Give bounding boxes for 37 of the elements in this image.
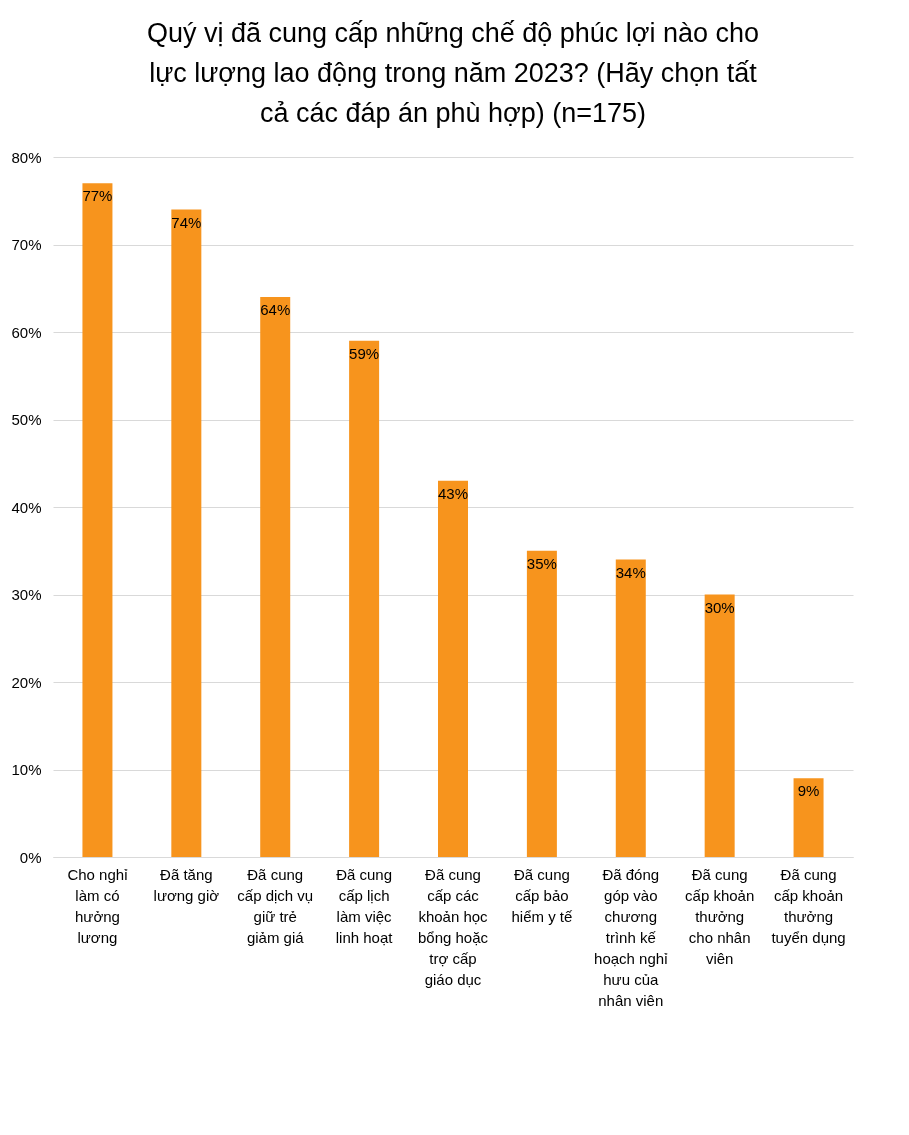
y-tick-label: 30%: [11, 586, 42, 603]
chart-title: Quý vị đã cung cấp những chế độ phúc lợi nào cho lực lượng lao động trong năm 2023? (Hãy chọn tất cả các đáp án phù hợp) (n=175): [146, 18, 760, 128]
data-label: 64%: [260, 301, 291, 318]
bar: [438, 480, 468, 857]
bar: [82, 183, 113, 857]
x-tick-label: Đã tăng lương giờ: [153, 865, 220, 904]
data-label: 34%: [615, 563, 646, 581]
x-tick-label: Đã cung cấp lịch làm việc linh hoạt: [335, 865, 394, 946]
data-label: 30%: [704, 598, 735, 616]
bar: [526, 550, 557, 857]
x-tick-label: Đã đóng góp vào chương trình kế hoạch nghỉ hưu của nhân viên: [594, 865, 669, 1009]
bar: [349, 340, 380, 857]
x-tick-label: Cho nghỉ làm có hưởng lương: [67, 865, 129, 946]
y-tick-label: 60%: [11, 323, 42, 341]
x-tick-label: Đã cung cấp khoản thưởng tuyển dụng: [771, 865, 846, 946]
x-tick-label: Đã cung cấp bảo hiểm y tế: [511, 865, 573, 925]
data-label: 77%: [82, 187, 113, 205]
bar: [171, 209, 202, 857]
y-tick-label: 80%: [11, 148, 42, 166]
data-label: 43%: [437, 484, 469, 502]
data-label: 59%: [349, 344, 380, 362]
y-tick-label: 0%: [19, 848, 42, 866]
y-tick-label: 50%: [11, 411, 42, 428]
data-label: 9%: [797, 782, 820, 800]
y-tick-label: 20%: [11, 673, 42, 691]
y-tick-label: 40%: [11, 498, 42, 516]
bar: [615, 559, 646, 857]
data-label: 35%: [526, 554, 557, 572]
bar: [793, 778, 824, 857]
y-tick-label: 70%: [11, 236, 42, 253]
y-tick-label: 10%: [11, 761, 42, 778]
data-label: 74%: [171, 213, 202, 231]
bar: [260, 297, 291, 857]
bar: [704, 594, 735, 857]
x-tick-label: Đã cung cấp các khoản học bổng hoặc trợ cấp giáo dục: [417, 865, 489, 988]
x-tick-label: Đã cung cấp khoản thưởng cho nhân viên: [685, 865, 755, 967]
x-tick-label: Đã cung cấp dịch vụ giữ trẻ giảm giá: [237, 865, 314, 946]
